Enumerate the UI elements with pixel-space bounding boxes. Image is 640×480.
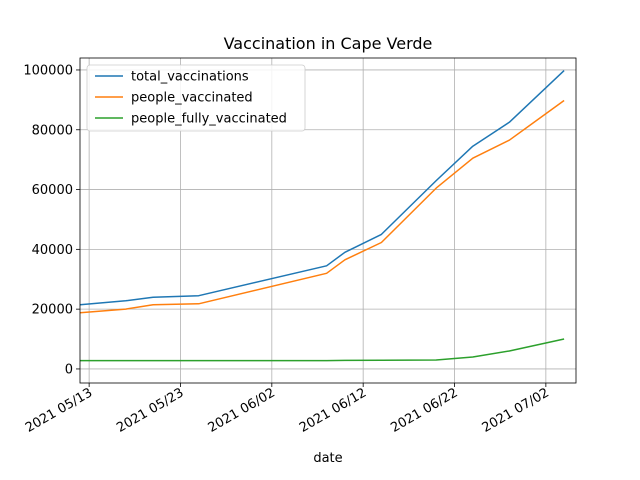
axes-frame xyxy=(79,57,577,384)
y-tick-label: 100000 xyxy=(23,63,73,78)
series-line-total-vaccinations xyxy=(80,70,565,306)
x-tick-label: 2021 06/02 xyxy=(206,385,278,435)
legend: total_vaccinations people_vaccinatedpeopl… xyxy=(86,64,306,132)
chart-title: Vaccination in Cape Verde xyxy=(224,34,433,53)
x-tick-label: 2021 06/12 xyxy=(297,385,369,435)
y-tick-label: 60000 xyxy=(32,183,73,198)
y-tick-label: 80000 xyxy=(32,123,73,138)
x-tick-label: 2021 06/22 xyxy=(388,385,460,435)
y-tick-label: 40000 xyxy=(32,243,73,258)
y-axis-ticks: 0 20000 40000 60000 80000 100000 xyxy=(23,63,80,377)
x-axis-ticks: 2021 05/13 2021 05/23 2021 06/02 2021 06/12… xyxy=(23,383,552,436)
y-tick-label: 20000 xyxy=(32,303,73,318)
legend-label: people_vaccinated xyxy=(131,91,253,106)
series-lines xyxy=(80,70,565,362)
x-axis-label: date xyxy=(313,451,342,466)
x-tick-label: 2021 05/13 xyxy=(23,385,95,435)
x-tick-label: 2021 05/23 xyxy=(114,385,186,435)
legend-label: people_fully_vaccinated xyxy=(131,112,287,127)
series-line-people-fully-vaccinated xyxy=(80,338,565,362)
legend-box xyxy=(86,64,306,132)
x-tick-label: 2021 07/02 xyxy=(480,385,552,435)
legend-label: total_vaccinations xyxy=(131,70,249,85)
series-line-people-vaccinated xyxy=(80,99,565,314)
y-tick-label: 0 xyxy=(65,362,73,377)
